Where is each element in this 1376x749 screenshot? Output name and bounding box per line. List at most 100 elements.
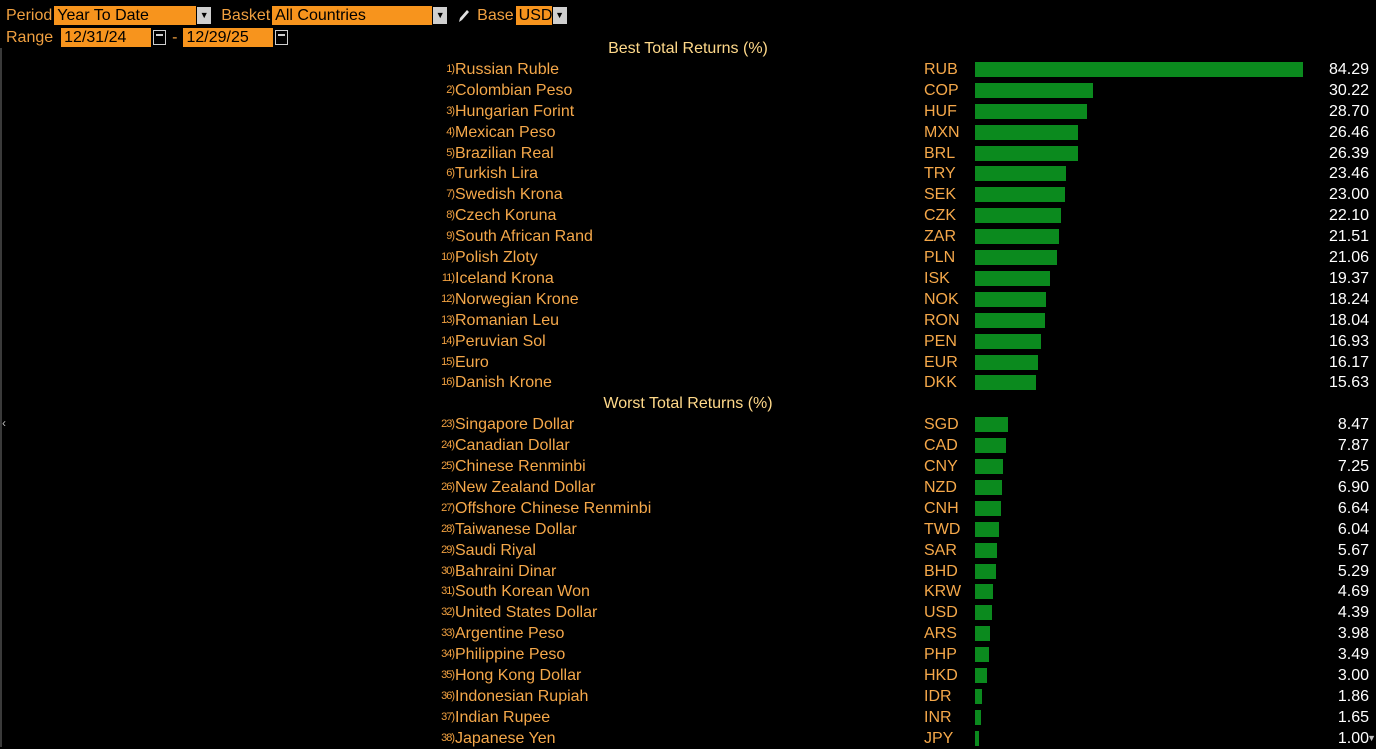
currency-code[interactable]: SAR — [924, 541, 957, 559]
table-row[interactable]: 31) South Korean Won KRW 4.69 — [2, 581, 1376, 602]
currency-code[interactable]: EUR — [924, 353, 958, 371]
currency-name[interactable]: South African Rand — [455, 228, 593, 246]
currency-name[interactable]: Norwegian Krone — [455, 290, 579, 308]
currency-code[interactable]: MXN — [924, 123, 960, 141]
currency-name[interactable]: Offshore Chinese Renminbi — [455, 499, 652, 517]
currency-name[interactable]: Peruvian Sol — [455, 332, 546, 350]
currency-name[interactable]: South Korean Won — [455, 583, 590, 601]
currency-name[interactable]: United States Dollar — [455, 604, 598, 622]
currency-code[interactable]: TWD — [924, 520, 961, 538]
period-select[interactable]: Year To Date — [54, 6, 197, 25]
currency-name[interactable]: Philippine Peso — [455, 646, 566, 664]
table-row[interactable]: 35) Hong Kong Dollar HKD 3.00 — [2, 665, 1376, 686]
currency-code[interactable]: ARS — [924, 625, 957, 643]
table-row[interactable]: 30) Bahraini Dinar BHD 5.29 — [2, 561, 1376, 582]
base-select[interactable]: USD — [515, 6, 552, 25]
currency-name[interactable]: Russian Ruble — [455, 60, 560, 78]
chevron-left-icon[interactable]: ‹ — [2, 416, 6, 430]
table-row[interactable]: 23) Singapore Dollar SGD 8.47 — [2, 414, 1376, 435]
table-row[interactable]: 37) Indian Rupee INR 1.65 — [2, 707, 1376, 728]
currency-name[interactable]: Swedish Krona — [455, 186, 563, 204]
table-row[interactable]: 3) Hungarian Forint HUF 28.70 — [2, 101, 1376, 122]
table-row[interactable]: 33) Argentine Peso ARS 3.98 — [2, 623, 1376, 644]
currency-name[interactable]: Euro — [455, 353, 489, 371]
currency-code[interactable]: TRY — [924, 165, 956, 183]
currency-code[interactable]: HKD — [924, 667, 958, 684]
calendar-icon[interactable] — [275, 30, 289, 45]
currency-code[interactable]: HUF — [924, 102, 957, 120]
currency-name[interactable]: Hong Kong Dollar — [455, 667, 582, 684]
currency-code[interactable]: PLN — [924, 249, 956, 266]
currency-name[interactable]: Czech Koruna — [455, 207, 557, 225]
basket-select[interactable]: All Countries — [272, 6, 433, 25]
table-row[interactable]: 7) Swedish Krona SEK 23.00 — [2, 184, 1376, 205]
currency-name[interactable]: New Zealand Dollar — [455, 478, 596, 496]
currency-name[interactable]: Argentine Peso — [455, 625, 565, 643]
currency-name[interactable]: Polish Zloty — [455, 249, 538, 266]
currency-name[interactable]: Iceland Krona — [455, 269, 554, 287]
table-row[interactable]: 32) United States Dollar USD 4.39 — [2, 602, 1376, 623]
currency-code[interactable]: KRW — [924, 583, 962, 601]
currency-name[interactable]: Indian Rupee — [455, 708, 551, 726]
table-row[interactable]: 13) Romanian Leu RON 18.04 — [2, 310, 1376, 331]
currency-name[interactable]: Indonesian Rupiah — [455, 687, 589, 705]
currency-code[interactable]: NZD — [924, 478, 957, 496]
table-row[interactable]: 36) Indonesian Rupiah IDR 1.86 — [2, 686, 1376, 707]
currency-name[interactable]: Danish Krone — [455, 374, 552, 392]
currency-code[interactable]: CZK — [924, 207, 956, 225]
table-row[interactable]: 27) Offshore Chinese Renminbi CNH 6.64 — [2, 498, 1376, 519]
currency-code[interactable]: PHP — [924, 646, 957, 664]
calendar-icon[interactable] — [153, 30, 167, 45]
currency-code[interactable]: RON — [924, 311, 960, 329]
currency-code[interactable]: ZAR — [924, 228, 956, 246]
currency-code[interactable]: INR — [924, 708, 952, 726]
table-row[interactable]: 38) Japanese Yen JPY 1.00 — [2, 728, 1376, 749]
table-row[interactable]: 34) Philippine Peso PHP 3.49 — [2, 644, 1376, 665]
currency-code[interactable]: IDR — [924, 687, 952, 705]
currency-name[interactable]: Saudi Riyal — [455, 541, 536, 559]
currency-code[interactable]: CAD — [924, 437, 958, 455]
table-row[interactable]: 29) Saudi Riyal SAR 5.67 — [2, 540, 1376, 561]
table-row[interactable]: 8) Czech Koruna CZK 22.10 — [2, 205, 1376, 226]
table-row[interactable]: 14) Peruvian Sol PEN 16.93 — [2, 331, 1376, 352]
currency-name[interactable]: Japanese Yen — [455, 729, 556, 747]
table-row[interactable]: 5) Brazilian Real BRL 26.39 — [2, 143, 1376, 164]
currency-code[interactable]: BRL — [924, 144, 956, 162]
currency-code[interactable]: ISK — [924, 269, 950, 287]
currency-code[interactable]: DKK — [924, 374, 957, 392]
chevron-down-icon[interactable]: ▼ — [552, 7, 567, 24]
table-row[interactable]: 2) Colombian Peso COP 30.22 — [2, 80, 1376, 101]
table-row[interactable]: 16) Danish Krone DKK 15.63 — [2, 372, 1376, 393]
table-row[interactable]: 4) Mexican Peso MXN 26.46 — [2, 122, 1376, 143]
currency-name[interactable]: Turkish Lira — [455, 165, 538, 183]
currency-code[interactable]: NOK — [924, 290, 959, 308]
currency-code[interactable]: CNY — [924, 458, 958, 475]
scroll-down-icon[interactable]: ▼ — [1367, 733, 1376, 743]
table-row[interactable]: 15) Euro EUR 16.17 — [2, 352, 1376, 373]
currency-code[interactable]: RUB — [924, 60, 958, 78]
table-row[interactable]: 28) Taiwanese Dollar TWD 6.04 — [2, 519, 1376, 540]
range-start-input[interactable]: 12/31/24 — [61, 28, 152, 47]
currency-code[interactable]: CNH — [924, 499, 959, 517]
currency-code[interactable]: SGD — [924, 416, 959, 434]
currency-name[interactable]: Canadian Dollar — [455, 437, 570, 455]
currency-name[interactable]: Brazilian Real — [455, 144, 554, 162]
currency-name[interactable]: Romanian Leu — [455, 311, 560, 329]
currency-name[interactable]: Colombian Peso — [455, 81, 573, 99]
table-row[interactable]: 26) New Zealand Dollar NZD 6.90 — [2, 477, 1376, 498]
currency-code[interactable]: USD — [924, 604, 958, 622]
currency-code[interactable]: PEN — [924, 332, 957, 350]
currency-code[interactable]: SEK — [924, 186, 957, 204]
chevron-down-icon[interactable]: ▼ — [433, 7, 448, 24]
currency-name[interactable]: Bahraini Dinar — [455, 562, 557, 580]
currency-code[interactable]: BHD — [924, 562, 958, 580]
range-end-input[interactable]: 12/29/25 — [183, 28, 274, 47]
table-row[interactable]: 25) Chinese Renminbi CNY 7.25 — [2, 456, 1376, 477]
currency-name[interactable]: Taiwanese Dollar — [455, 520, 577, 538]
chevron-down-icon[interactable]: ▼ — [197, 7, 212, 24]
table-row[interactable]: 1) Russian Ruble RUB 84.29 — [2, 59, 1376, 80]
currency-name[interactable]: Mexican Peso — [455, 123, 556, 141]
table-row[interactable]: 24) Canadian Dollar CAD 7.87 — [2, 435, 1376, 456]
pencil-icon[interactable] — [457, 8, 471, 24]
table-row[interactable]: 10) Polish Zloty PLN 21.06 — [2, 247, 1376, 268]
